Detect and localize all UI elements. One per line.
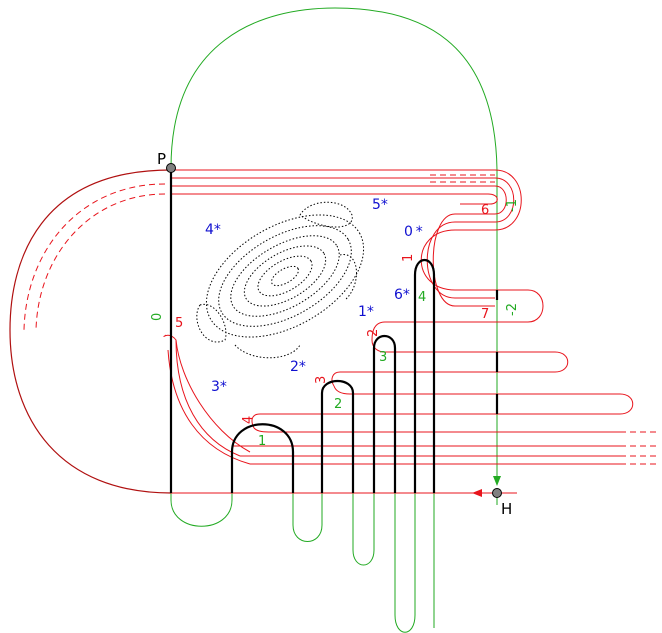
green-label-minus-1: -1	[505, 199, 520, 212]
blue-label-1: 1*	[358, 304, 374, 320]
dotted-islands	[196, 201, 357, 359]
green-curve	[170, 7, 501, 633]
point-P-label: P	[157, 150, 166, 168]
green-label-1: 1	[258, 434, 266, 449]
green-label-4: 4	[418, 290, 426, 305]
point-H-label: H	[501, 500, 512, 518]
blue-label-5: 5*	[372, 197, 388, 213]
red-label-7: 7	[481, 307, 489, 322]
blue-label-4: 4*	[205, 222, 221, 238]
point-H-marker	[492, 488, 502, 498]
red-label-6: 6	[481, 203, 489, 218]
green-label-minus-2: -2	[505, 303, 520, 316]
red-arrow-icon	[472, 489, 482, 497]
point-P-marker	[166, 163, 176, 173]
green-labels: 0 1 2 3 4 -1 -2	[150, 199, 520, 449]
red-label-4: 4	[241, 416, 256, 424]
dotted-contours	[205, 214, 365, 338]
blue-label-6: 6*	[394, 287, 410, 303]
blue-label-2: 2*	[290, 359, 306, 375]
red-label-1: 1	[401, 254, 416, 262]
red-label-3: 3	[314, 376, 329, 384]
red-lines	[163, 169, 660, 497]
green-label-2: 2	[334, 397, 342, 412]
point-P: P	[157, 150, 176, 173]
red-labels: 1 2 3 4 5 6 7	[175, 203, 489, 424]
left-arc	[9, 169, 172, 494]
blue-label-0: 0 *	[404, 224, 423, 240]
point-H: H	[492, 488, 512, 518]
green-label-0: 0	[150, 313, 165, 321]
black-lines	[169, 168, 499, 493]
blue-label-3: 3*	[211, 379, 227, 395]
green-arrow-icon	[493, 476, 501, 486]
blue-labels: 0 * 1* 2* 3* 4* 5* 6*	[205, 197, 423, 395]
red-label-2: 2	[366, 329, 381, 337]
red-label-5: 5	[175, 316, 183, 331]
green-label-3: 3	[379, 350, 387, 365]
